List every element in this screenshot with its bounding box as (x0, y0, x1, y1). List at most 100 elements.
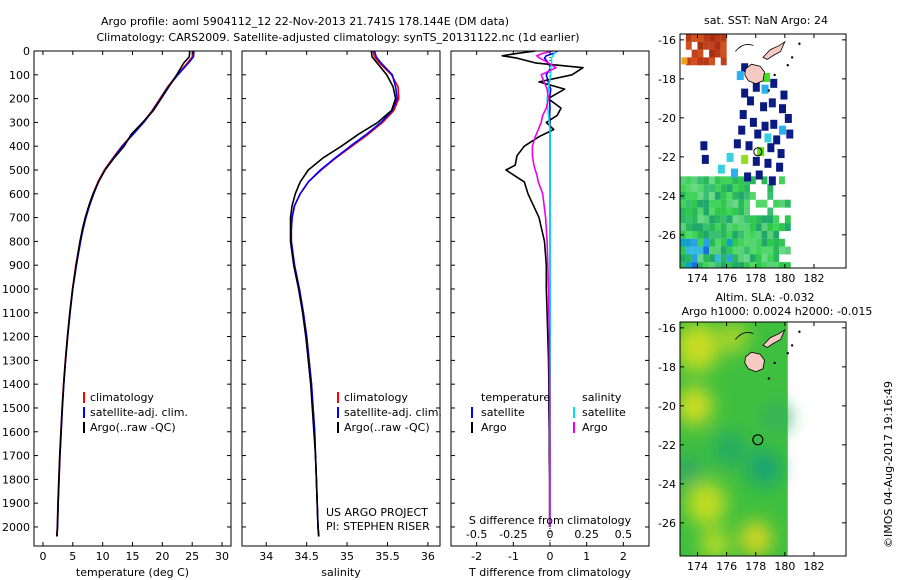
panel-frame (241, 50, 441, 547)
ytick-label: 900 (9, 259, 30, 272)
sst-cell (732, 230, 739, 239)
sst-cell (685, 191, 692, 200)
sst-cell (779, 176, 785, 185)
sst-cell (755, 254, 762, 263)
sst-cell (720, 238, 727, 247)
sst-cell-warm (714, 41, 721, 50)
sst-cell-warm (720, 41, 727, 50)
sst-cell-warm (709, 49, 716, 58)
sst-cell (749, 223, 756, 232)
sst-cell (703, 223, 710, 232)
sst-cell (767, 238, 774, 247)
map-ytick-label: -22 (658, 151, 676, 164)
sst-cell (697, 199, 704, 208)
sst-swath-cell (777, 149, 785, 159)
sst-cell-warm (703, 34, 710, 42)
map-ytick-label: -16 (658, 322, 676, 335)
sst-cells (680, 34, 791, 268)
sst-cell (738, 184, 745, 193)
sst-cell (720, 230, 727, 239)
xtick-label: 0 (547, 550, 554, 563)
sst-cell (755, 246, 762, 255)
sst-cell (685, 246, 692, 255)
sst-swath-cell (730, 168, 738, 178)
xtick-label: 20 (155, 550, 169, 563)
ytick-label: 300 (9, 116, 30, 129)
sst-cell (732, 238, 739, 247)
sst-cell (773, 238, 780, 247)
map-ytick-label: -24 (658, 190, 676, 203)
ytick-label: 1000 (2, 283, 30, 296)
ytick-label: 1200 (2, 331, 30, 344)
map-xtick-label: 180 (774, 560, 795, 573)
sst-cell (738, 199, 745, 208)
legend-salinity-heading: salinity (582, 391, 622, 404)
sst-cell (744, 238, 750, 247)
sst-cell (726, 207, 733, 216)
sst-cell (726, 199, 733, 208)
sst-cell (773, 230, 780, 239)
float-position-marker (752, 434, 764, 446)
xtick-label: 36 (421, 550, 435, 563)
sst-cell (680, 262, 686, 268)
sst-cell (749, 246, 756, 255)
sst-cell (749, 215, 756, 224)
sst-cell (767, 215, 774, 224)
x-axis-label: salinity (321, 566, 361, 579)
sst-cell (767, 246, 774, 255)
sst-swath-cell (733, 139, 741, 149)
xtick-label: 34.5 (294, 550, 319, 563)
sst-swath-cell (752, 156, 760, 166)
xtick-label: 35 (340, 550, 354, 563)
sla-anomaly-blob (762, 402, 791, 433)
sst-swath-cell (760, 102, 768, 112)
sst-cell (703, 176, 710, 185)
sst-cell (697, 262, 704, 268)
sst-cell (714, 223, 721, 232)
sst-cell (726, 191, 733, 200)
sst-cell (703, 215, 710, 224)
island-vanua-levu (762, 328, 786, 348)
sst-swath-cell (780, 90, 788, 100)
sst-cell (767, 191, 774, 200)
sst-swath-cell (726, 152, 734, 162)
sst-cell (773, 254, 780, 263)
sst-cell (744, 246, 750, 255)
sst-cell (732, 254, 739, 263)
map-xtick-label: 180 (774, 272, 795, 285)
sst-cell (767, 230, 774, 239)
ytick-label: 1300 (2, 354, 30, 367)
sst-cell-warm (685, 41, 692, 50)
ytick-label: 800 (9, 235, 30, 248)
ytick-label: 700 (9, 212, 30, 225)
sst-cell (685, 215, 692, 224)
sst-cell-warm (703, 41, 710, 50)
sst-map-title: sat. SST: NaN Argo: 24 (704, 14, 828, 27)
sst-cell (761, 176, 768, 185)
sst-cell (749, 230, 756, 239)
ytick-label: 1700 (2, 450, 30, 463)
sst-swath-cell (752, 82, 760, 92)
sst-cell (720, 199, 727, 208)
series-satellite-adj-clim- (56, 50, 195, 537)
sst-swath-cell (768, 98, 776, 108)
sst-swath-cell (767, 143, 775, 153)
sst-swath-cell (784, 113, 792, 123)
ytick-label: 1800 (2, 473, 30, 486)
sst-cell (703, 254, 710, 263)
sst-swath-cell (744, 172, 752, 182)
sst-cell (744, 215, 750, 224)
sst-cell-warm (685, 34, 692, 42)
legend-t-argo-label: Argo (481, 421, 507, 434)
sst-cell (685, 184, 692, 193)
sst-swath-cell (764, 158, 772, 168)
sst-cell (720, 207, 727, 216)
islet (773, 73, 776, 77)
sst-cell (709, 238, 716, 247)
sst-cell (703, 238, 710, 247)
sst-swath-cell (770, 78, 778, 88)
reef-outline (735, 332, 754, 340)
sst-swath (700, 63, 794, 186)
map-ytick-label: -22 (658, 439, 676, 452)
sst-cell (703, 184, 710, 193)
